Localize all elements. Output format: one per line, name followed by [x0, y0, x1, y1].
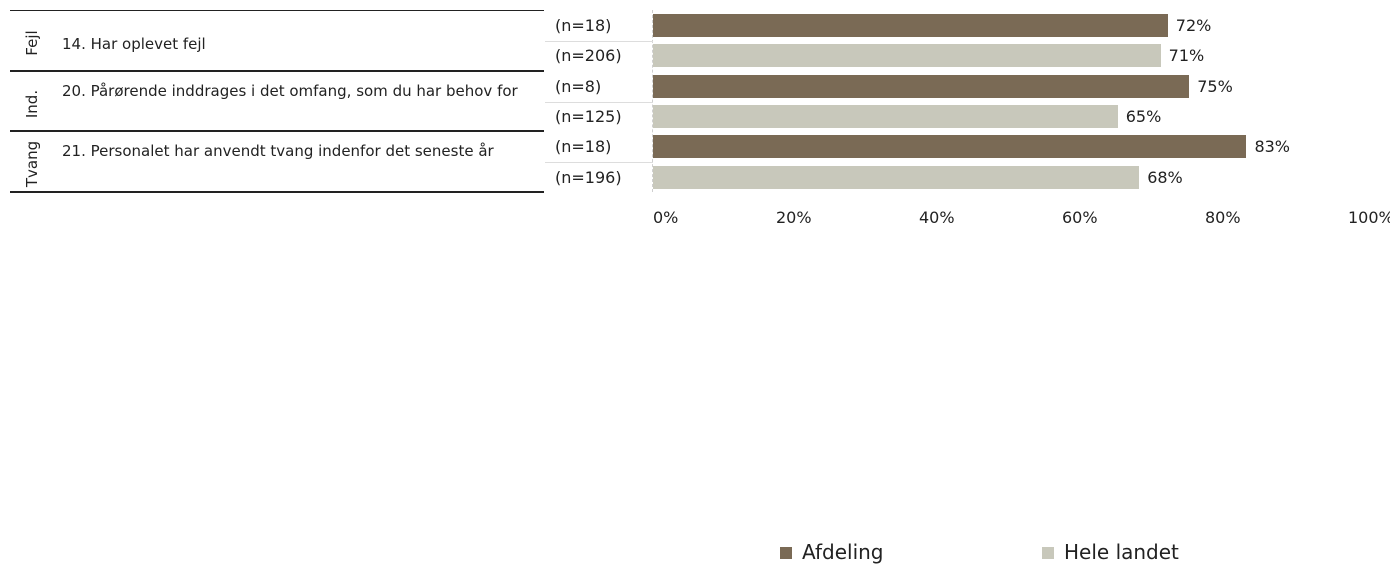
legend-swatch — [780, 547, 792, 559]
sample-size-label: (n=18) — [555, 16, 612, 35]
data-label: 65% — [1125, 106, 1162, 126]
axis-zero-line — [652, 10, 653, 192]
bar-afdeling — [653, 14, 1168, 37]
bar-afdeling — [653, 135, 1247, 159]
data-label: 75% — [1197, 76, 1233, 96]
x-tick-label: 80% — [1205, 208, 1241, 227]
legend-swatch — [1042, 547, 1054, 559]
legend-label: Hele landet — [1064, 540, 1179, 564]
legend-label: Afdeling — [802, 540, 884, 564]
x-tick-label: 0% — [653, 208, 679, 227]
row-divider — [545, 101, 653, 103]
legend-item: Hele landet — [1042, 540, 1179, 564]
data-label: 83% — [1254, 137, 1290, 157]
sample-size-label: (n=125) — [555, 106, 622, 126]
x-tick-label: 100% — [1348, 208, 1390, 227]
question-label: 20. Pårørende inddrages i det omfang, so… — [62, 81, 518, 100]
separator-line — [10, 130, 544, 133]
data-label: 72% — [1175, 16, 1212, 35]
question-label: 14. Har oplevet fejl — [62, 35, 206, 53]
sample-size-label: (n=196) — [555, 167, 622, 187]
group-label: Fejl — [23, 30, 41, 56]
bar-hele-landet — [653, 44, 1161, 68]
separator-line — [10, 190, 544, 193]
question-label: 21. Personalet har anvendt tvang indenfo… — [62, 142, 494, 161]
sample-size-label: (n=8) — [555, 76, 602, 96]
group-label: Tvang — [23, 141, 41, 188]
data-label: 68% — [1147, 167, 1183, 187]
separator-line — [10, 10, 544, 11]
x-tick-label: 40% — [919, 208, 955, 227]
row-divider — [545, 41, 653, 42]
x-tick-label: 60% — [1062, 208, 1098, 227]
sample-size-label: (n=206) — [555, 46, 622, 66]
bar-hele-landet — [653, 104, 1118, 128]
x-tick-label: 20% — [776, 208, 812, 227]
bar-afdeling — [653, 74, 1190, 98]
bar-hele-landet — [653, 165, 1140, 189]
legend-item: Afdeling — [780, 540, 884, 564]
row-divider — [545, 162, 653, 164]
sample-size-label: (n=18) — [555, 137, 612, 157]
data-label: 71% — [1168, 46, 1205, 66]
group-label: Ind. — [23, 89, 41, 118]
separator-line — [10, 69, 544, 72]
